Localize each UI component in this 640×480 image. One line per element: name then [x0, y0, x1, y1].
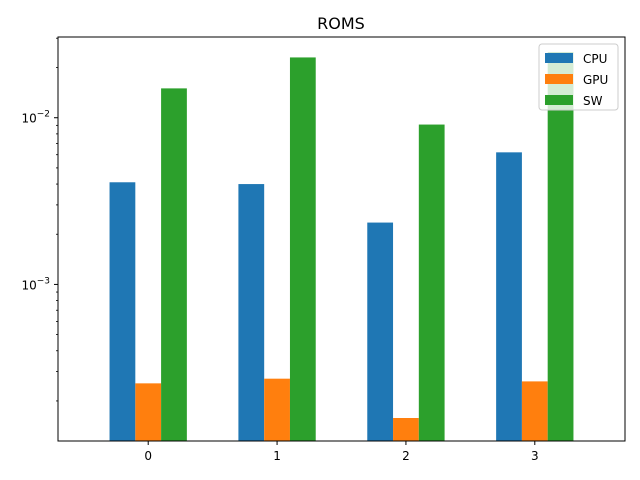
- y-axis: 10−3 10−2: [21, 37, 58, 402]
- legend-label-gpu: GPU: [583, 73, 608, 87]
- x-tick-label: 1: [273, 449, 281, 463]
- bar-sw-1: [289, 57, 316, 442]
- bar-cpu-0: [109, 182, 136, 441]
- legend-label-sw: SW: [583, 94, 603, 108]
- bar-cpu-1: [238, 184, 265, 441]
- plot-frame: [57, 36, 626, 442]
- bar-gpu-3: [521, 381, 548, 441]
- bar-sw-3: [547, 51, 574, 442]
- bar-gpu-1: [264, 378, 290, 441]
- bars-group: [109, 51, 574, 442]
- legend-swatch-sw: [545, 95, 573, 105]
- bar-gpu-0: [135, 383, 162, 441]
- legend-label-cpu: CPU: [583, 52, 607, 66]
- legend: CPU GPU SW: [538, 43, 619, 111]
- legend-swatch-cpu: [545, 53, 573, 63]
- x-axis: 0 1 2 3: [144, 441, 539, 463]
- x-tick-label: 3: [531, 449, 539, 463]
- bar-cpu-2: [367, 222, 394, 441]
- bar-cpu-3: [496, 152, 522, 441]
- y-tick-label: 10−3: [21, 276, 50, 292]
- x-tick-label: 2: [402, 449, 410, 463]
- bar-sw-0: [161, 88, 187, 442]
- legend-swatch-gpu: [545, 74, 573, 84]
- bar-sw-2: [418, 124, 445, 442]
- chart-title: ROMS: [317, 14, 365, 33]
- x-tick-label: 0: [144, 449, 152, 463]
- y-tick-label: 10−2: [21, 110, 50, 126]
- bar-gpu-2: [393, 418, 419, 441]
